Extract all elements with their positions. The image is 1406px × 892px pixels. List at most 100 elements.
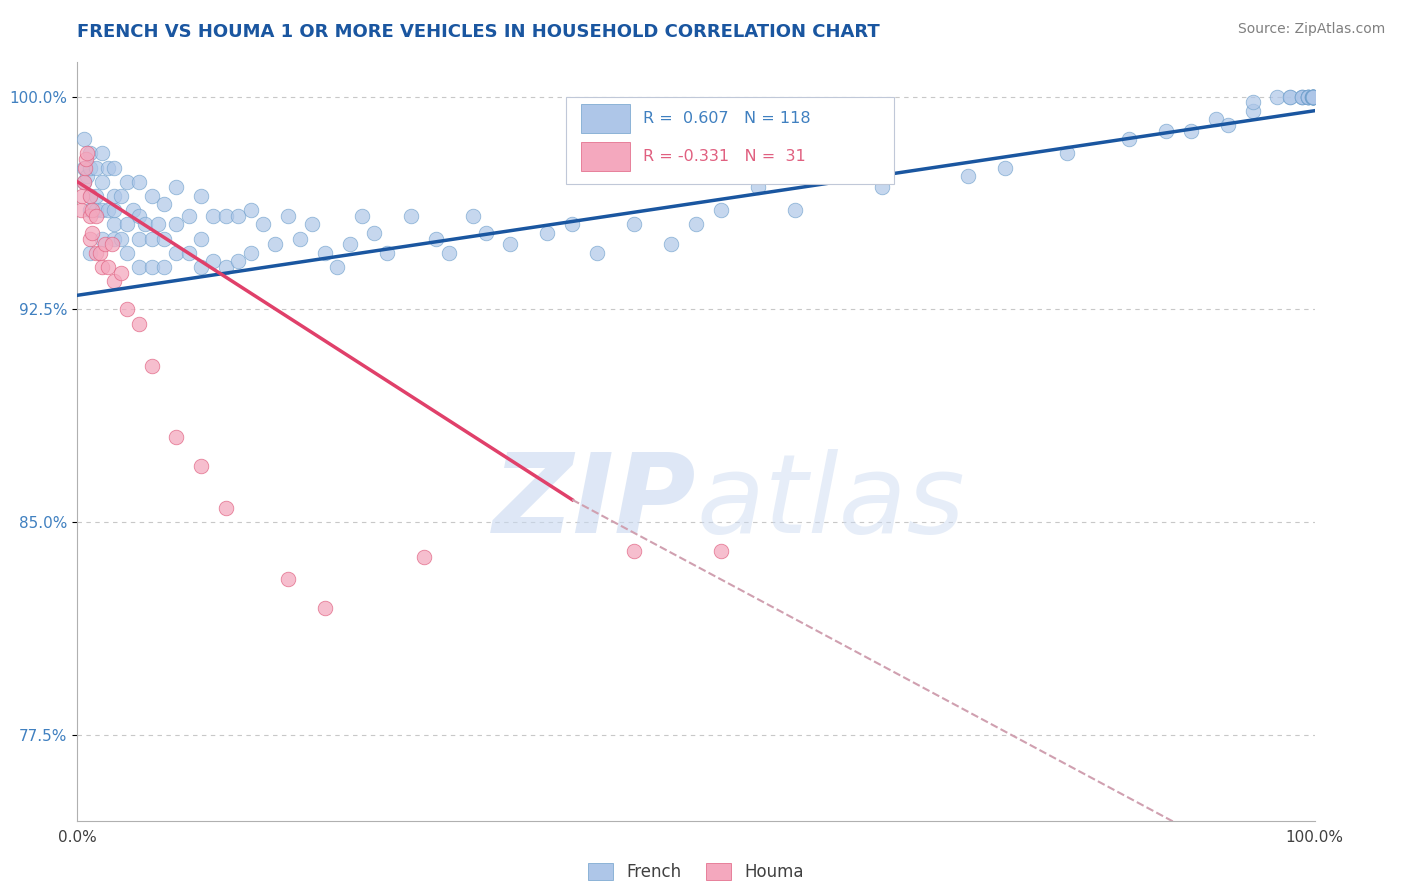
- Point: [91, 231, 114, 245]
- Point: [623, 544, 645, 558]
- Point: [72, 189, 94, 203]
- Point: [84, 161, 107, 175]
- Point: [339, 237, 361, 252]
- Point: [165, 180, 187, 194]
- Text: R = -0.331   N =  31: R = -0.331 N = 31: [643, 149, 806, 164]
- Point: [72, 132, 94, 146]
- Point: [1298, 89, 1320, 103]
- Point: [84, 189, 107, 203]
- Point: [84, 245, 107, 260]
- Point: [586, 245, 609, 260]
- Point: [79, 189, 101, 203]
- Point: [1241, 95, 1264, 110]
- Point: [994, 161, 1017, 175]
- Text: Source: ZipAtlas.com: Source: ZipAtlas.com: [1237, 22, 1385, 37]
- Point: [1302, 89, 1324, 103]
- Point: [110, 189, 132, 203]
- Point: [834, 161, 856, 175]
- Point: [1301, 89, 1323, 103]
- Point: [1267, 89, 1289, 103]
- Point: [103, 217, 125, 231]
- Point: [314, 600, 336, 615]
- Point: [215, 260, 238, 274]
- Point: [1301, 89, 1323, 103]
- Point: [115, 217, 138, 231]
- Point: [128, 209, 150, 223]
- Point: [375, 245, 398, 260]
- Point: [536, 226, 558, 240]
- Point: [1302, 89, 1324, 103]
- Point: [93, 237, 115, 252]
- Point: [1302, 89, 1324, 103]
- Point: [190, 231, 212, 245]
- Point: [177, 209, 200, 223]
- Point: [101, 237, 124, 252]
- Point: [89, 245, 111, 260]
- Point: [146, 217, 169, 231]
- Point: [153, 260, 176, 274]
- Point: [103, 231, 125, 245]
- Point: [141, 231, 163, 245]
- Point: [623, 217, 645, 231]
- Point: [252, 217, 274, 231]
- Point: [190, 260, 212, 274]
- Point: [1056, 146, 1078, 161]
- Point: [1291, 89, 1313, 103]
- FancyBboxPatch shape: [581, 104, 630, 133]
- Point: [79, 189, 101, 203]
- Text: atlas: atlas: [696, 449, 965, 556]
- Point: [153, 231, 176, 245]
- Point: [1205, 112, 1227, 127]
- Point: [115, 175, 138, 189]
- Point: [301, 217, 323, 231]
- Point: [747, 180, 769, 194]
- Point: [91, 260, 114, 274]
- Point: [499, 237, 522, 252]
- Point: [103, 203, 125, 218]
- Point: [226, 254, 249, 268]
- Text: R =  0.607   N = 118: R = 0.607 N = 118: [643, 111, 810, 126]
- Point: [239, 203, 262, 218]
- Point: [141, 189, 163, 203]
- Point: [177, 245, 200, 260]
- Point: [84, 209, 107, 223]
- Point: [685, 217, 707, 231]
- Point: [76, 169, 98, 183]
- Point: [128, 231, 150, 245]
- Point: [288, 231, 311, 245]
- Point: [122, 203, 145, 218]
- Point: [1291, 89, 1313, 103]
- Point: [215, 501, 238, 516]
- Point: [128, 175, 150, 189]
- Text: FRENCH VS HOUMA 1 OR MORE VEHICLES IN HOUSEHOLD CORRELATION CHART: FRENCH VS HOUMA 1 OR MORE VEHICLES IN HO…: [77, 23, 880, 41]
- Point: [103, 161, 125, 175]
- Point: [1298, 89, 1320, 103]
- Point: [659, 237, 682, 252]
- Point: [314, 245, 336, 260]
- Point: [1302, 89, 1324, 103]
- Point: [363, 226, 385, 240]
- Point: [110, 231, 132, 245]
- Point: [73, 161, 96, 175]
- Point: [91, 203, 114, 218]
- Point: [97, 203, 120, 218]
- Point: [153, 197, 176, 211]
- Point: [239, 245, 262, 260]
- Point: [79, 203, 101, 218]
- Point: [1301, 89, 1323, 103]
- Point: [141, 260, 163, 274]
- Point: [1241, 103, 1264, 118]
- Point: [1302, 89, 1324, 103]
- Point: [82, 203, 104, 218]
- Point: [79, 161, 101, 175]
- Point: [75, 152, 97, 166]
- Point: [783, 203, 806, 218]
- Point: [350, 209, 373, 223]
- Point: [190, 458, 212, 473]
- Point: [1180, 123, 1202, 137]
- Point: [79, 245, 101, 260]
- Point: [72, 161, 94, 175]
- FancyBboxPatch shape: [567, 96, 894, 184]
- Point: [82, 226, 104, 240]
- Point: [425, 231, 447, 245]
